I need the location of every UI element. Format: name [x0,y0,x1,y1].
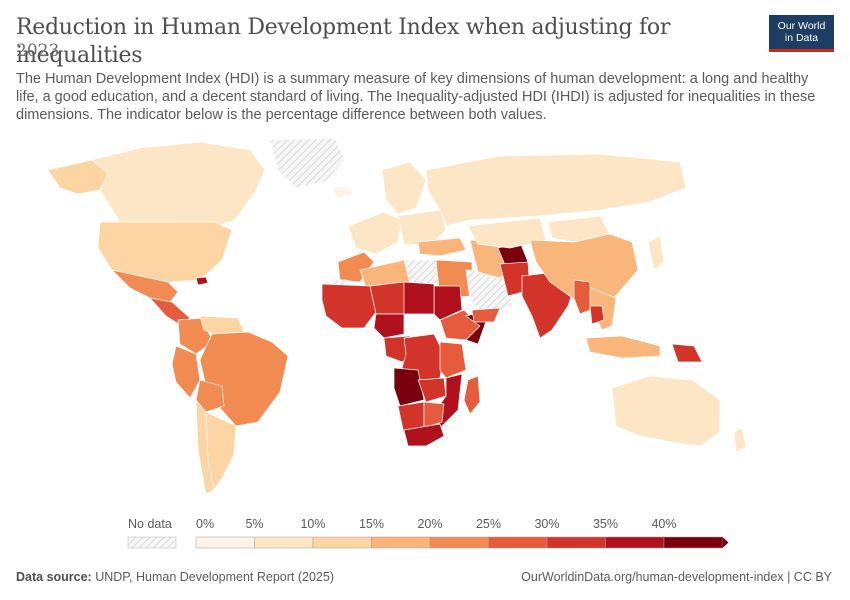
legend-no-data-swatch[interactable] [127,536,177,549]
map-region-nigeria[interactable] [373,313,405,339]
source-url-link[interactable]: OurWorldinData.org/human-development-ind… [521,570,784,584]
world-map[interactable] [0,130,850,510]
map-region-madagascar[interactable] [463,375,481,415]
world-map-svg [47,137,747,495]
map-region-western-europe[interactable] [347,211,403,255]
chart-title: Reduction in Human Development Index whe… [16,15,671,68]
legend-bin-2[interactable] [312,536,372,549]
map-region-angola[interactable] [393,367,425,407]
license-link[interactable]: CC BY [793,570,832,584]
map-region-peru[interactable] [171,345,201,399]
map-region-bolivia[interactable] [195,379,225,413]
owid-logo[interactable]: Our World in Data [769,15,834,52]
legend-bin-4[interactable] [429,536,489,549]
map-region-tanzania[interactable] [439,341,467,379]
legend-open-end-arrow [722,537,729,548]
legend-tick-label-2: 10% [300,517,325,531]
map-region-haiti[interactable] [195,276,209,286]
legend-tick-label-3: 15% [359,517,384,531]
map-region-canada[interactable] [91,141,266,227]
map-region-myanmar[interactable] [573,279,591,315]
map-region-chile[interactable] [195,398,215,495]
legend-tick-label-4: 20% [417,517,442,531]
map-region-cambodia[interactable] [589,305,605,325]
legend-bin-7[interactable] [605,536,665,549]
map-region-greenland[interactable] [269,137,346,189]
chart-description: The Human Development Index (HDI) is a s… [16,71,816,123]
map-region-alaska[interactable] [47,159,109,195]
map-region-yemen[interactable] [471,307,501,323]
legend-bin-6[interactable] [546,536,606,549]
legend-tick-label-0: 0% [196,517,214,531]
chart-year: 2023 [16,41,60,61]
data-source: Data source: UNDP, Human Development Rep… [16,570,334,584]
map-region-new-zealand[interactable] [733,427,747,453]
map-region-iceland[interactable] [331,185,353,199]
legend-svg: No data 0% 5% 10% 15% 20% 25% 30% 35% 40% [127,517,729,549]
legend-tick-label-1: 5% [245,517,263,531]
logo-line-1: Our World [777,20,826,32]
data-source-text: UNDP, Human Development Report (2025) [95,570,334,584]
footer-separator: | [787,570,794,584]
map-region-china[interactable] [529,233,639,303]
legend-bin-0[interactable] [195,536,255,549]
legend-bin-3[interactable] [371,536,431,549]
map-region-australia[interactable] [611,375,721,447]
footer-credit: OurWorldinData.org/human-development-ind… [521,570,832,584]
legend-bin-8[interactable] [663,536,723,549]
data-source-label: Data source: [16,570,92,584]
logo-line-2: in Data [784,32,819,44]
map-region-central-asia[interactable] [467,217,547,249]
map-region-botswana[interactable] [423,401,445,429]
legend-tick-label-5: 25% [476,517,501,531]
map-legend: No data 0% 5% 10% 15% 20% 25% 30% 35% 40% [120,517,740,557]
legend-tick-label-8: 40% [651,517,676,531]
map-region-chad[interactable] [403,281,435,315]
map-region-west-africa[interactable] [321,283,377,329]
legend-tick-label-7: 35% [593,517,618,531]
map-region-zambia[interactable] [417,377,447,403]
map-region-papua-new-guinea[interactable] [671,343,703,363]
map-region-south-africa[interactable] [403,423,445,447]
map-region-brazil[interactable] [199,331,289,427]
map-region-united-states[interactable] [97,221,233,283]
map-region-eastern-europe[interactable] [397,209,447,247]
legend-bin-1[interactable] [254,536,314,549]
map-region-turkey[interactable] [417,237,467,257]
map-region-scandinavia[interactable] [381,161,427,215]
legend-bin-5[interactable] [488,536,548,549]
legend-tick-label-6: 30% [534,517,559,531]
map-region-indonesia[interactable] [585,335,661,359]
map-region-russia[interactable] [425,153,687,227]
map-region-japan[interactable] [647,235,665,271]
legend-no-data-label: No data [128,517,172,531]
